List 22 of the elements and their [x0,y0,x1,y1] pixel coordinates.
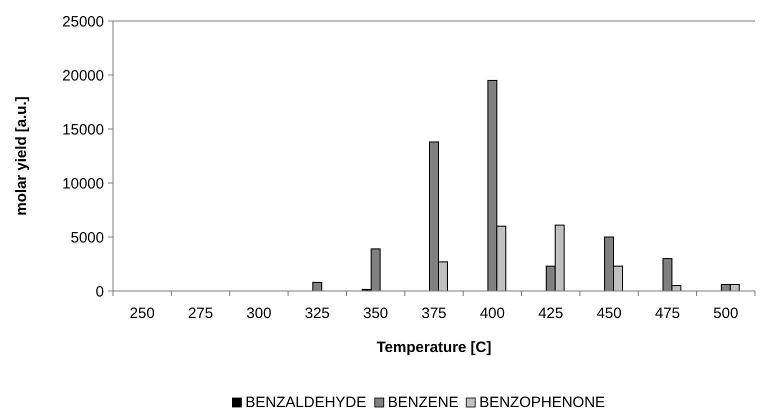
x-tick-label: 250 [130,305,155,322]
x-tick-label: 400 [480,305,505,322]
y-tick-label: 0 [96,283,104,300]
x-tick-label: 375 [421,305,447,322]
x-tick-label: 475 [654,305,680,322]
x-tick-label: 425 [538,305,564,322]
legend-label: BENZOPHENONE [479,394,606,411]
y-tick-label: 25000 [62,13,104,30]
x-tick-label: 500 [713,305,738,322]
x-tick-label: 350 [363,305,388,322]
x-tick-label: 275 [188,305,214,322]
y-tick-label: 15000 [62,121,104,138]
legend-label: BENZENE [388,394,459,411]
x-axis-title: Temperature [C] [376,339,492,356]
x-tick-label: 300 [246,305,272,322]
y-tick-label: 20000 [62,67,104,84]
y-axis-title: molar yield [a.u.] [13,96,30,216]
x-tick-label: 450 [596,305,622,322]
y-tick-label: 5000 [70,229,104,246]
legend-label: BENZALDEHYDE [245,394,366,411]
x-tick-label: 325 [304,305,330,322]
y-tick-label: 10000 [62,175,104,192]
